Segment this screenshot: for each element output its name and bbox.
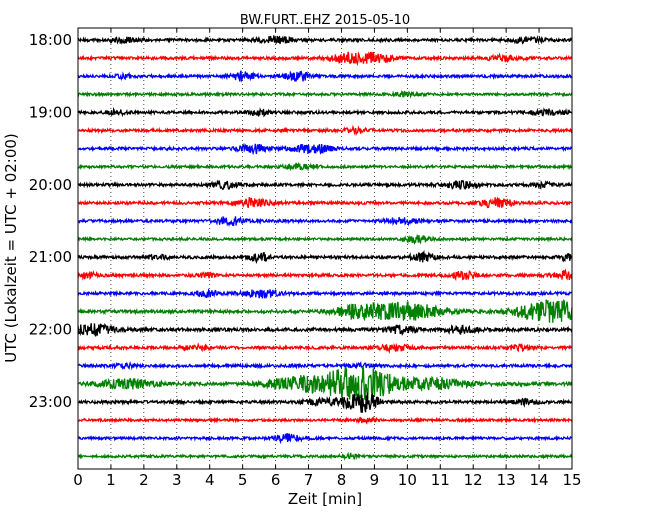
x-tick-label: 10 <box>398 471 417 489</box>
y-tick-label: 22:00 <box>29 321 72 339</box>
seismic-traces <box>77 34 573 461</box>
x-tick-label: 7 <box>304 471 314 489</box>
y-tick-label: 19:00 <box>29 103 72 121</box>
x-tick-label: 12 <box>464 471 483 489</box>
x-tick-label: 13 <box>497 471 516 489</box>
x-tick-label: 2 <box>139 471 149 489</box>
trace-1900 <box>77 106 573 118</box>
trace-2330 <box>77 433 573 445</box>
trace-1945 <box>77 162 573 172</box>
y-tick-label: 20:00 <box>29 176 72 194</box>
trace-2115 <box>77 268 573 282</box>
chart-title: BW.FURT..EHZ 2015-05-10 <box>240 13 410 28</box>
trace-2315 <box>77 415 573 425</box>
x-tick-label: 5 <box>238 471 248 489</box>
trace-1815 <box>77 51 573 67</box>
trace-1845 <box>77 90 573 99</box>
trace-2100 <box>77 249 573 264</box>
x-tick-label: 11 <box>431 471 450 489</box>
trace-2130 <box>77 288 573 300</box>
trace-2230 <box>77 360 573 371</box>
trace-2015 <box>77 196 573 209</box>
trace-1915 <box>77 124 573 137</box>
trace-2145 <box>77 299 573 323</box>
y-tick-label: 18:00 <box>29 31 72 49</box>
trace-2345 <box>77 451 573 461</box>
trace-2045 <box>77 233 573 245</box>
y-tick-label: 21:00 <box>29 248 72 266</box>
y-axis-label: UTC (Lokalzeit = UTC + 02:00) <box>2 133 20 363</box>
x-tick-label: 0 <box>73 471 83 489</box>
trace-2030 <box>77 215 573 227</box>
x-tick-label: 1 <box>106 471 116 489</box>
x-tick-label: 8 <box>337 471 347 489</box>
y-axis: 18:00 19:00 20:00 21:00 22:00 23:00 <box>29 31 572 411</box>
plot-frame <box>77 27 573 470</box>
trace-2215 <box>77 342 573 355</box>
x-tick-label: 3 <box>172 471 182 489</box>
y-tick-label: 23:00 <box>29 393 72 411</box>
grid-lines <box>110 28 540 469</box>
x-tick-label: 14 <box>530 471 549 489</box>
trace-1800 <box>77 34 573 45</box>
x-tick-label: 4 <box>205 471 215 489</box>
trace-2245 <box>77 366 573 401</box>
trace-2000 <box>77 179 573 191</box>
trace-2200 <box>77 322 573 337</box>
x-tick-label: 6 <box>271 471 281 489</box>
x-tick-label: 9 <box>370 471 380 489</box>
x-axis: 0 1 2 3 4 5 6 7 8 9 10 11 12 13 14 15 <box>73 28 582 489</box>
trace-1830 <box>77 70 573 83</box>
x-tick-label: 15 <box>562 471 581 489</box>
trace-2300 <box>77 392 573 413</box>
trace-1930 <box>77 142 573 156</box>
x-axis-label: Zeit [min] <box>288 490 362 508</box>
